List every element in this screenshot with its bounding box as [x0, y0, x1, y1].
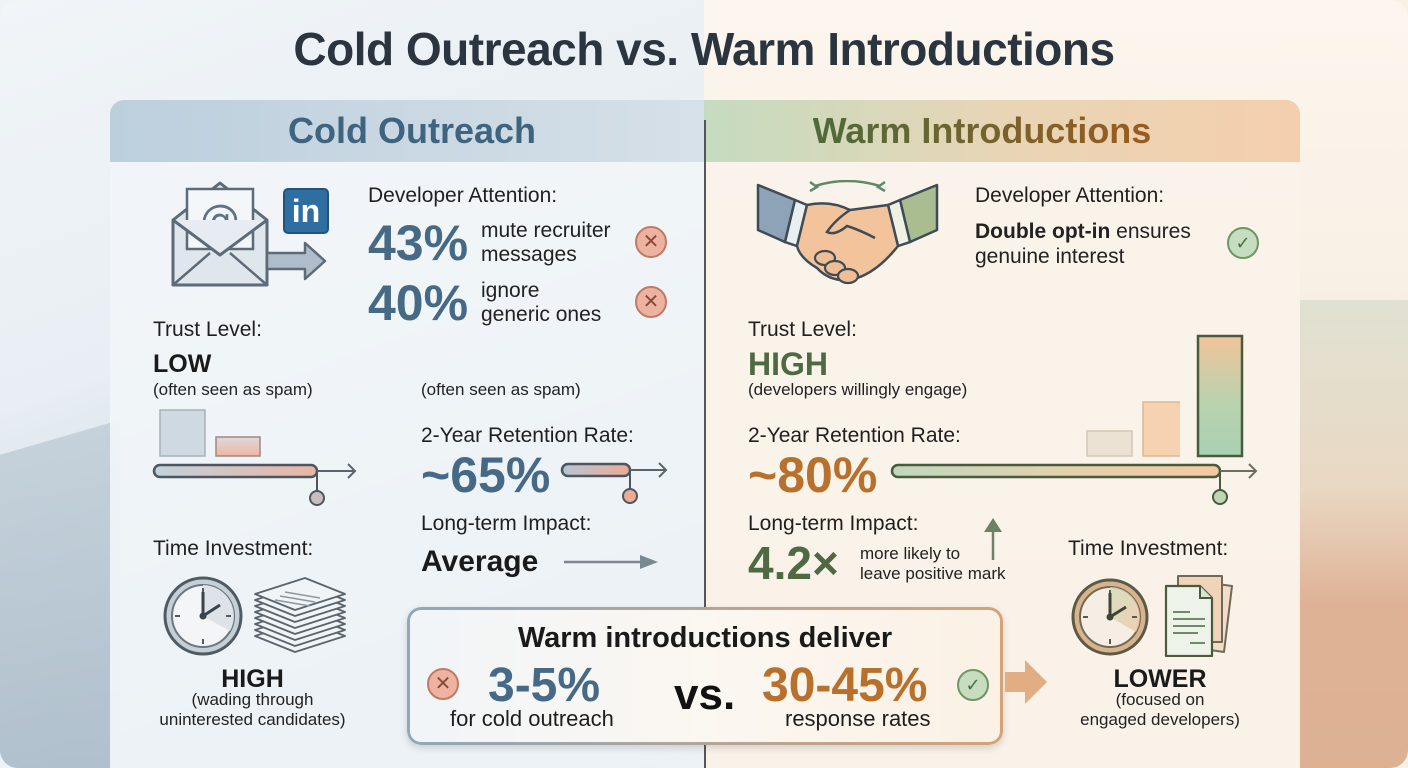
linkedin-icon: in: [283, 188, 329, 234]
warm-retention-bar: [890, 463, 1258, 505]
cold-time-note: (wading through uninterested candidates): [159, 690, 346, 730]
cold-stat-43-desc: mute recruiter messages: [481, 219, 611, 267]
x-icon: ✕: [635, 226, 667, 258]
cold-stat-43-value: 43%: [368, 215, 469, 271]
arrow-right-icon: [564, 555, 658, 569]
clock-icon: [163, 576, 243, 656]
cold-retention-value: ~65%: [421, 447, 551, 503]
cold-trust-value: LOW: [153, 350, 212, 378]
warm-trust-value: HIGH: [748, 346, 828, 382]
check-icon: ✓: [1227, 227, 1259, 259]
summary-title: Warm introductions deliver: [517, 622, 893, 654]
warm-impact-value: 4.2×: [748, 537, 839, 589]
email-at-icon: @: [171, 181, 327, 287]
warm-trust-note: (developers willingly engage): [748, 380, 968, 399]
x-icon: ✕: [427, 668, 459, 700]
summary-cold-value: 3-5%: [488, 659, 601, 712]
summary-warm-value: 30-45%: [762, 659, 928, 712]
warm-time-label: Time Investment:: [1068, 537, 1229, 560]
summary-warm-caption: response rates: [785, 706, 931, 731]
arrow-right-icon: [1005, 660, 1047, 704]
summary-callout: Warm introductions deliver: [407, 607, 1003, 745]
document-icon: [1164, 575, 1233, 657]
cold-stat-40-desc: ignore generic ones: [481, 279, 602, 327]
paper-stack-icon: [254, 577, 346, 653]
arrow-up-icon: [984, 518, 1002, 560]
warm-time-note: (focused on engaged developers): [1080, 690, 1240, 730]
warm-retention-label: 2-Year Retention Rate:: [748, 424, 961, 447]
warm-retention-value: ~80%: [748, 447, 878, 503]
warm-trust-label: Trust Level:: [748, 318, 857, 341]
cold-retention-label: 2-Year Retention Rate:: [421, 424, 634, 447]
cold-impact-label: Long-term Impact:: [421, 512, 592, 535]
warm-impact-label: Long-term Impact:: [748, 512, 919, 535]
page-title: Cold Outreach vs. Warm Introductions: [293, 23, 1115, 75]
cold-outreach-header: Cold Outreach: [110, 100, 704, 162]
handshake-icon: [756, 180, 939, 285]
summary-vs: vs.: [674, 670, 736, 719]
cold-stat-40-value: 40%: [368, 275, 469, 331]
warm-introductions-header: Warm Introductions: [704, 100, 1300, 162]
cold-impact-value: Average: [421, 545, 539, 578]
clock-icon: [1071, 578, 1149, 656]
arrow-right-icon: [265, 241, 327, 281]
center-divider: [704, 120, 706, 768]
cold-trust-label: Trust Level:: [153, 318, 262, 341]
check-icon: ✓: [957, 669, 989, 701]
cold-trust-bar-chart: [152, 409, 357, 506]
summary-cold-caption: for cold outreach: [450, 706, 614, 731]
warm-trust-bar-chart: [1086, 401, 1180, 457]
cold-retention-bar: [560, 462, 668, 504]
warm-attention-label: Developer Attention:: [975, 184, 1165, 207]
cold-trust-note-repeat: (often seen as spam): [421, 380, 581, 399]
cold-trust-note: (often seen as spam): [153, 380, 313, 399]
warm-impact-desc: more likely to leave positive mark: [860, 544, 1006, 584]
warm-time-value: LOWER: [1113, 665, 1207, 693]
cold-time-label: Time Investment:: [153, 537, 314, 560]
x-icon: ✕: [635, 286, 667, 318]
warm-attention-text: Double opt-in ensures genuine interest: [975, 220, 1191, 269]
cold-time-value: HIGH: [221, 665, 284, 693]
cold-attention-label: Developer Attention:: [368, 184, 558, 207]
warm-tall-bar: [1196, 334, 1244, 458]
